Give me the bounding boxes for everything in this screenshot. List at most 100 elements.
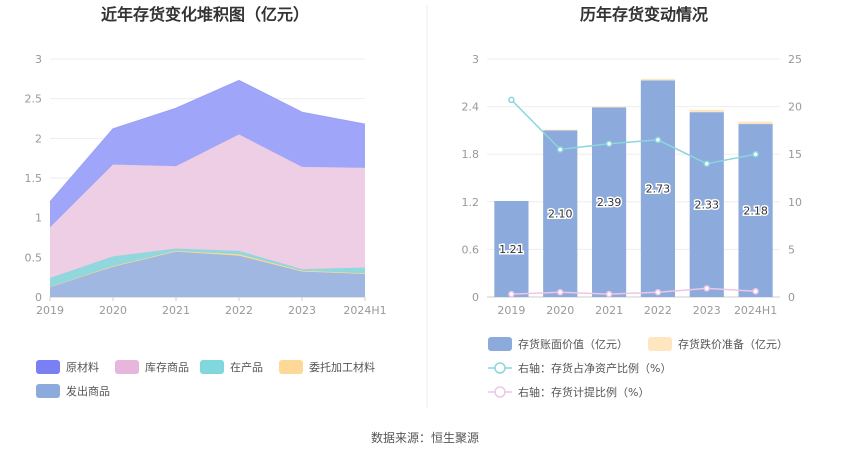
right-y-tick-label: 3 bbox=[472, 53, 479, 66]
right-y2-tick-label: 25 bbox=[788, 53, 802, 66]
right-y-axis-right: 0 5 10 15 20 25 bbox=[788, 53, 802, 304]
left-y-tick-label: 0 bbox=[35, 291, 42, 304]
right-x-tick-label: 2021 bbox=[595, 304, 623, 317]
left-y-tick-label: 0.5 bbox=[25, 251, 43, 264]
bar-value-label: 2.39 bbox=[597, 196, 622, 209]
line-point-1 bbox=[605, 290, 613, 298]
legend-swatch-4 bbox=[36, 384, 60, 398]
line-point-0 bbox=[605, 140, 613, 147]
right-grid bbox=[487, 58, 780, 298]
legend-label-line-1: 右轴：存货计提比例（%） bbox=[518, 385, 649, 399]
right-bars: 1.21 2.10 2.39 2.73 2.33 2.18 bbox=[494, 78, 773, 297]
left-areas bbox=[49, 79, 366, 297]
bar-book-value bbox=[591, 107, 627, 297]
right-chart-title: 历年存货变动情况 bbox=[580, 5, 708, 24]
area-edge-4 bbox=[49, 79, 366, 203]
left-x-tick-label: 2021 bbox=[162, 304, 190, 317]
legend-marker-0 bbox=[494, 362, 506, 374]
line-point-0 bbox=[557, 146, 564, 153]
bar-value-label: 2.18 bbox=[743, 205, 768, 218]
right-x-axis: 2019 2020 2021 2022 2023 2024H1 bbox=[497, 304, 777, 317]
right-y-tick-label: 0.6 bbox=[462, 243, 480, 256]
left-y-tick-label: 3 bbox=[35, 53, 42, 66]
area-3 bbox=[50, 134, 365, 278]
legend-swatch-0 bbox=[36, 360, 60, 374]
line-point-1 bbox=[508, 290, 515, 298]
bar-impairment bbox=[689, 109, 724, 113]
left-chart-title: 近年存货变化堆积图（亿元） bbox=[101, 5, 309, 24]
bar-book-value bbox=[494, 201, 529, 297]
bar-book-value bbox=[640, 80, 676, 297]
right-y2-tick-label: 10 bbox=[788, 196, 802, 209]
line-series-1 bbox=[511, 287, 756, 295]
right-y-tick-label: 2.4 bbox=[462, 101, 480, 114]
left-y-tick-label: 1.5 bbox=[25, 172, 43, 185]
right-x-tick-label: 2022 bbox=[644, 304, 672, 317]
line-point-0 bbox=[508, 96, 515, 104]
area-2 bbox=[50, 248, 365, 287]
line-point-1 bbox=[654, 288, 662, 296]
legend-label-1: 库存商品 bbox=[145, 360, 189, 374]
left-x-axis: 2019 2020 2021 2022 2023 2024H1 bbox=[36, 297, 387, 317]
legend-swatch-2 bbox=[200, 360, 224, 374]
bar-book-value bbox=[543, 130, 578, 297]
right-legend: 存货账面价值（亿元） 存货跌价准备（亿元） 右轴：存货占净资产比例（%） 右轴：存货计… bbox=[488, 337, 788, 399]
left-x-tick-label: 2024H1 bbox=[343, 304, 386, 317]
line-point-0 bbox=[752, 150, 759, 158]
line-point-1 bbox=[752, 288, 759, 295]
legend-marker-1 bbox=[494, 386, 506, 398]
right-y2-tick-label: 0 bbox=[788, 291, 795, 304]
legend-label-book-value: 存货账面价值（亿元） bbox=[518, 337, 628, 351]
bar-impairment bbox=[591, 106, 627, 108]
bar-impairment bbox=[640, 78, 676, 81]
left-x-tick-label: 2023 bbox=[288, 304, 316, 317]
legend-swatch-3 bbox=[279, 360, 303, 374]
bar-impairment bbox=[738, 121, 773, 125]
right-y-tick-label: 1.2 bbox=[462, 196, 480, 209]
right-x-tick-label: 2019 bbox=[497, 304, 525, 317]
legend-swatch-book-value bbox=[488, 337, 512, 351]
legend-label-3: 委托加工材料 bbox=[309, 360, 375, 374]
left-y-axis: 0 0.5 1 1.5 2 2.5 3 bbox=[25, 53, 43, 304]
right-lines bbox=[508, 96, 759, 298]
left-x-tick-label: 2019 bbox=[36, 304, 64, 317]
line-point-0 bbox=[703, 160, 710, 167]
bar-impairment bbox=[543, 129, 578, 131]
bar-value-label: 1.21 bbox=[499, 243, 524, 256]
legend-label-line-0: 右轴：存货占净资产比例（%） bbox=[518, 361, 671, 375]
area-4 bbox=[50, 80, 365, 228]
right-y2-tick-label: 5 bbox=[788, 243, 795, 256]
right-x-tick-label: 2024H1 bbox=[734, 304, 777, 317]
right-y2-tick-label: 20 bbox=[788, 101, 802, 114]
bar-value-label: 2.10 bbox=[548, 208, 573, 221]
bar-value-label: 2.33 bbox=[695, 199, 720, 212]
legend-label-2: 在产品 bbox=[230, 360, 263, 374]
bar-value-label: 2.73 bbox=[646, 183, 671, 196]
line-point-0 bbox=[654, 136, 662, 144]
legend-swatch-impairment bbox=[648, 337, 672, 351]
right-y-tick-label: 1.8 bbox=[462, 148, 480, 161]
line-point-1 bbox=[703, 285, 710, 292]
right-y2-tick-label: 15 bbox=[788, 148, 802, 161]
left-x-tick-label: 2022 bbox=[225, 304, 253, 317]
right-y-axis-left: 0 0.6 1.2 1.8 2.4 3 bbox=[462, 53, 480, 304]
left-y-tick-label: 2 bbox=[35, 132, 42, 145]
left-x-tick-label: 2020 bbox=[99, 304, 127, 317]
line-series-0 bbox=[510, 99, 756, 165]
bar-line-chart: 历年存货变动情况 1.21 2.10 2.39 2.73 2.33 2.18 0 0.6 1.… bbox=[462, 5, 803, 399]
legend-label-0: 原材料 bbox=[66, 360, 99, 374]
legend-swatch-1 bbox=[115, 360, 139, 374]
data-source: 数据来源：恒生聚源 bbox=[371, 430, 479, 445]
stacked-area-chart: 近年存货变化堆积图（亿元） 0 0.5 1 1.5 2 2.5 3 2019 2020 2021… bbox=[25, 5, 387, 398]
right-y-tick-label: 0 bbox=[472, 291, 479, 304]
left-y-tick-label: 2.5 bbox=[25, 93, 43, 106]
line-point-1 bbox=[557, 288, 564, 296]
legend-label-4: 发出商品 bbox=[66, 384, 110, 398]
right-x-tick-label: 2023 bbox=[693, 304, 721, 317]
right-x-tick-label: 2020 bbox=[546, 304, 574, 317]
legend-label-impairment: 存货跌价准备（亿元） bbox=[678, 337, 788, 351]
left-y-tick-label: 1 bbox=[35, 212, 42, 225]
bar-book-value bbox=[689, 112, 724, 297]
